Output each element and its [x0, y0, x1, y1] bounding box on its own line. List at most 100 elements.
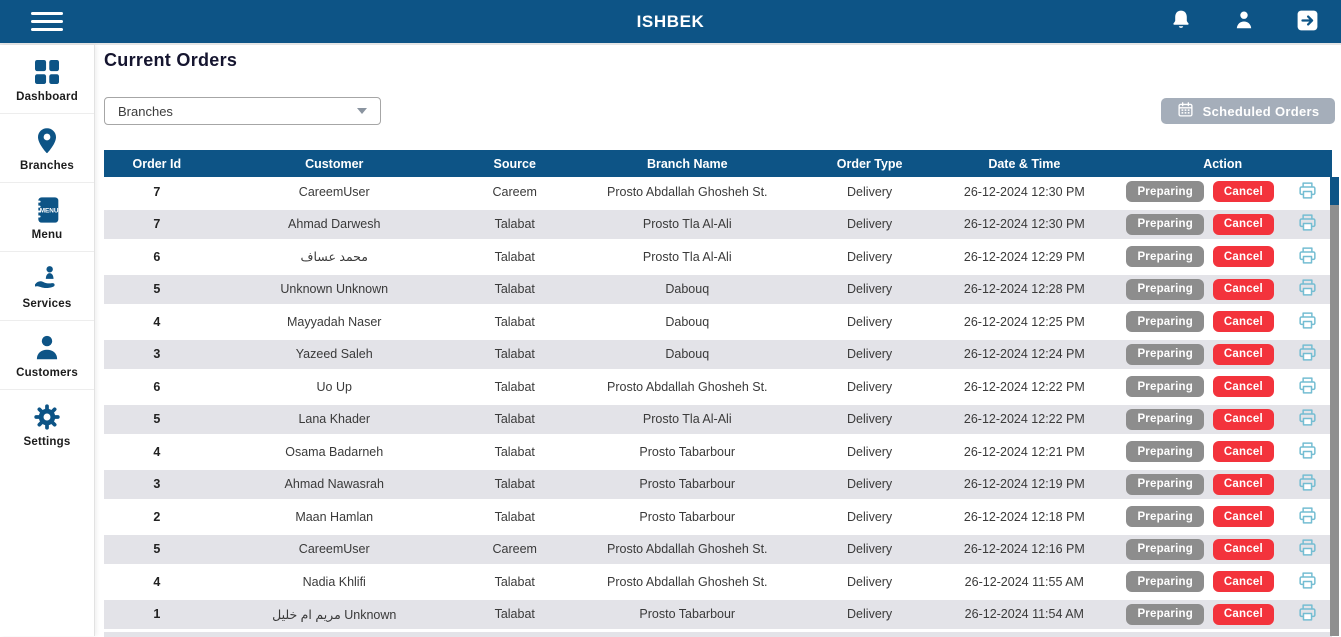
- cancel-button[interactable]: Cancel: [1212, 538, 1274, 560]
- printer-icon: [1297, 245, 1318, 269]
- cell-order-id: 7: [153, 217, 161, 232]
- cancel-button[interactable]: Cancel: [1212, 181, 1274, 203]
- sidebar-item-label: Customers: [16, 367, 78, 379]
- svg-text:MENU: MENU: [40, 207, 59, 214]
- print-button[interactable]: [1297, 571, 1319, 593]
- menu-book-icon: MENU: [31, 194, 63, 226]
- print-button[interactable]: [1297, 473, 1319, 495]
- printer-icon: [1297, 537, 1318, 561]
- cell-source: Talabat: [494, 477, 535, 492]
- column-header-action: Action: [1203, 156, 1243, 171]
- print-button[interactable]: [1297, 311, 1319, 333]
- preparing-button[interactable]: Preparing: [1126, 603, 1204, 625]
- cell-order-type: Delivery: [847, 574, 893, 589]
- sidebar-item-branches[interactable]: Branches: [0, 113, 94, 182]
- preparing-button[interactable]: Preparing: [1126, 473, 1204, 495]
- print-button[interactable]: [1297, 603, 1319, 625]
- table-scrollbar[interactable]: [1330, 177, 1339, 636]
- cell-branch-name: Prosto Tabarbour: [639, 444, 736, 459]
- cell-date-time: 26-12-2024 12:21 PM: [963, 444, 1085, 459]
- logout-button[interactable]: [1294, 9, 1320, 35]
- table-body: 7 CareemUser Careem Prosto Abdallah Ghos…: [104, 177, 1332, 629]
- print-button[interactable]: [1297, 441, 1319, 463]
- print-button[interactable]: [1297, 376, 1319, 398]
- printer-icon: [1297, 440, 1318, 464]
- cell-order-id: 1: [153, 607, 161, 622]
- cell-order-type: Delivery: [847, 217, 893, 232]
- preparing-button[interactable]: Preparing: [1126, 278, 1204, 300]
- sidebar-item-services[interactable]: Services: [0, 251, 94, 320]
- cell-source: Talabat: [494, 412, 535, 427]
- cell-date-time: 26-12-2024 12:22 PM: [963, 412, 1085, 427]
- preparing-button[interactable]: Preparing: [1126, 571, 1204, 593]
- cancel-button[interactable]: Cancel: [1212, 473, 1274, 495]
- scrollbar-thumb[interactable]: [1330, 177, 1339, 205]
- print-button[interactable]: [1297, 246, 1319, 268]
- hamburger-menu-button[interactable]: [27, 8, 67, 35]
- sidebar-item-menu[interactable]: MENU Menu: [0, 182, 94, 251]
- cancel-button[interactable]: Cancel: [1212, 343, 1274, 365]
- cell-action: Preparing Cancel: [1113, 311, 1332, 333]
- cancel-button[interactable]: Cancel: [1212, 571, 1274, 593]
- print-button[interactable]: [1297, 181, 1319, 203]
- preparing-button[interactable]: Preparing: [1126, 538, 1204, 560]
- cancel-button[interactable]: Cancel: [1212, 603, 1274, 625]
- cell-order-type: Delivery: [847, 477, 893, 492]
- branches-filter-dropdown[interactable]: Branches: [104, 97, 381, 125]
- account-button[interactable]: [1231, 9, 1257, 35]
- cancel-button[interactable]: Cancel: [1212, 506, 1274, 528]
- column-header-customer: Customer: [305, 156, 364, 171]
- cell-date-time: 26-12-2024 11:54 AM: [964, 607, 1084, 622]
- gear-icon: [31, 401, 63, 433]
- preparing-button[interactable]: Preparing: [1126, 181, 1204, 203]
- sidebar-item-label: Menu: [31, 229, 63, 241]
- cancel-button[interactable]: Cancel: [1212, 441, 1274, 463]
- preparing-button[interactable]: Preparing: [1126, 343, 1204, 365]
- sidebar-item-dashboard[interactable]: Dashboard: [0, 45, 94, 113]
- preparing-button[interactable]: Preparing: [1126, 311, 1204, 333]
- cell-order-type: Delivery: [847, 444, 893, 459]
- cell-order-id: 4: [153, 314, 161, 329]
- cell-branch-name: Dabouq: [665, 282, 710, 297]
- cell-date-time: 26-12-2024 12:22 PM: [963, 379, 1085, 394]
- sidebar-item-label: Services: [22, 298, 72, 310]
- cancel-button[interactable]: Cancel: [1212, 311, 1274, 333]
- cell-action: Preparing Cancel: [1113, 213, 1332, 235]
- printer-icon: [1297, 342, 1318, 366]
- cell-order-id: 7: [153, 184, 161, 199]
- preparing-button[interactable]: Preparing: [1126, 246, 1204, 268]
- cell-action: Preparing Cancel: [1113, 506, 1332, 528]
- sidebar-item-settings[interactable]: Settings: [0, 389, 94, 458]
- notifications-button[interactable]: [1168, 9, 1194, 35]
- preparing-button[interactable]: Preparing: [1126, 408, 1204, 430]
- print-button[interactable]: [1297, 213, 1319, 235]
- cancel-button[interactable]: Cancel: [1212, 213, 1274, 235]
- scheduled-orders-button[interactable]: Scheduled Orders: [1161, 98, 1335, 124]
- preparing-button[interactable]: Preparing: [1126, 213, 1204, 235]
- table-row: 3 Yazeed Saleh Talabat Dabouq Delivery 2…: [104, 339, 1332, 369]
- cancel-button[interactable]: Cancel: [1212, 278, 1274, 300]
- cell-customer: Nadia Khlifi: [302, 574, 366, 589]
- print-button[interactable]: [1297, 506, 1319, 528]
- scheduled-orders-label: Scheduled Orders: [1202, 103, 1320, 119]
- cell-date-time: 26-12-2024 12:29 PM: [963, 249, 1085, 264]
- table-row: 7 Ahmad Darwesh Talabat Prosto Tla Al-Al…: [104, 209, 1332, 239]
- sidebar-item-customers[interactable]: Customers: [0, 320, 94, 389]
- cancel-button[interactable]: Cancel: [1212, 408, 1274, 430]
- cell-action: Preparing Cancel: [1113, 343, 1332, 365]
- print-button[interactable]: [1297, 278, 1319, 300]
- print-button[interactable]: [1297, 408, 1319, 430]
- cell-branch-name: Prosto Tla Al-Ali: [642, 217, 732, 232]
- print-button[interactable]: [1297, 538, 1319, 560]
- printer-icon: [1297, 277, 1318, 301]
- table-row: 6 محمد عساف Talabat Prosto Tla Al-Ali De…: [104, 242, 1332, 272]
- preparing-button[interactable]: Preparing: [1126, 376, 1204, 398]
- cancel-button[interactable]: Cancel: [1212, 246, 1274, 268]
- cancel-button[interactable]: Cancel: [1212, 376, 1274, 398]
- print-button[interactable]: [1297, 343, 1319, 365]
- cell-customer: Uo Up: [316, 379, 352, 394]
- preparing-button[interactable]: Preparing: [1126, 506, 1204, 528]
- preparing-button[interactable]: Preparing: [1126, 441, 1204, 463]
- cell-branch-name: Prosto Tabarbour: [639, 607, 736, 622]
- cell-source: Talabat: [494, 444, 535, 459]
